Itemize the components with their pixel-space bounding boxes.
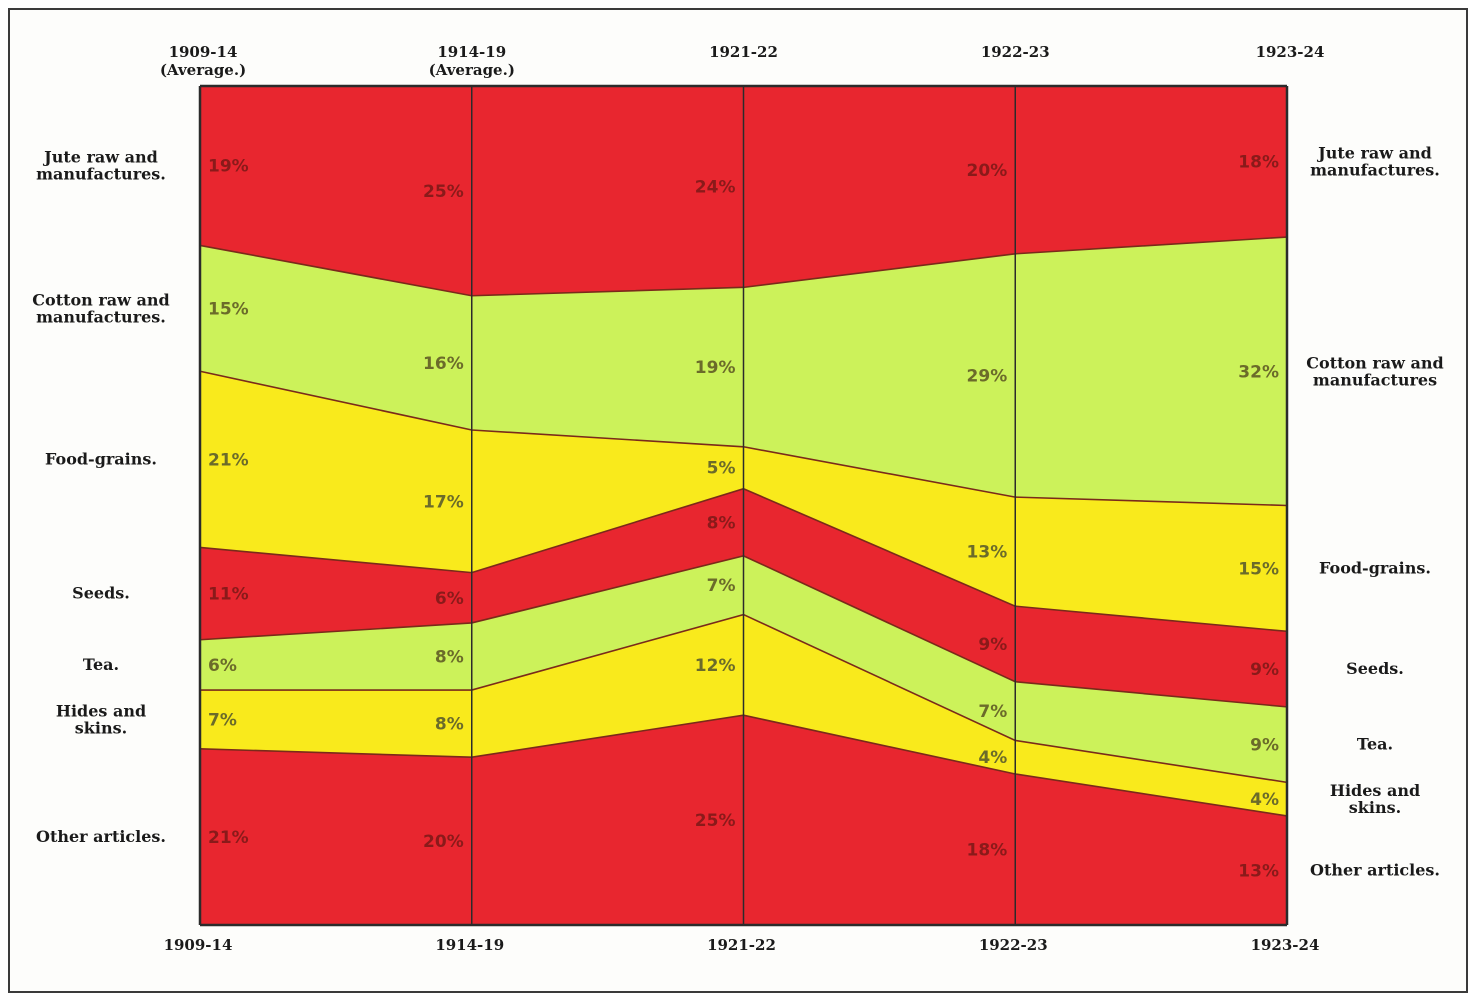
value-label: 16% bbox=[423, 354, 464, 374]
left-category-label: manufactures. bbox=[36, 307, 166, 326]
value-label: 20% bbox=[967, 161, 1008, 181]
value-label: 11% bbox=[208, 585, 249, 605]
value-label: 13% bbox=[967, 543, 1008, 563]
right-category-label: Tea. bbox=[1357, 735, 1393, 754]
value-label: 15% bbox=[1238, 559, 1279, 579]
value-label: 8% bbox=[435, 715, 464, 735]
left-category-label: Jute raw and bbox=[42, 148, 158, 167]
top-year-label: 1914-19 bbox=[437, 43, 506, 61]
top-year-label: 1921-22 bbox=[709, 43, 778, 61]
value-label: 15% bbox=[208, 299, 249, 319]
bottom-year-label: 1914-19 bbox=[435, 936, 504, 954]
top-year-label: 1923-24 bbox=[1256, 43, 1325, 61]
bottom-year-label: 1921-22 bbox=[707, 936, 776, 954]
value-labels: 19% 25% 24% 20% 18% 15% 16% 19% 29% 32% 21% 17% 5% 13… bbox=[208, 153, 1279, 882]
right-category-label: Jute raw and bbox=[1316, 144, 1432, 163]
value-label: 19% bbox=[208, 157, 249, 177]
value-label: 21% bbox=[208, 828, 249, 848]
value-label: 7% bbox=[707, 576, 736, 596]
value-label: 12% bbox=[695, 656, 736, 676]
left-category-label: Cotton raw and bbox=[32, 290, 169, 309]
bottom-year-labels: 1909-14 1914-19 1921-22 1922-23 1923-24 bbox=[164, 936, 1320, 954]
top-year-label: (Average.) bbox=[160, 61, 246, 79]
top-year-label: 1922-23 bbox=[981, 43, 1050, 61]
year-gridlines bbox=[198, 86, 1289, 925]
left-category-label: Other articles. bbox=[36, 827, 166, 846]
value-label: 32% bbox=[1238, 362, 1279, 382]
right-category-label: Seeds. bbox=[1346, 659, 1404, 678]
right-category-label: Hides and bbox=[1330, 781, 1420, 800]
value-label: 25% bbox=[695, 811, 736, 831]
value-label: 24% bbox=[695, 178, 736, 198]
value-label: 8% bbox=[435, 648, 464, 668]
value-label: 21% bbox=[208, 450, 249, 470]
right-category-label: manufactures. bbox=[1310, 161, 1440, 180]
value-label: 17% bbox=[423, 492, 464, 512]
bottom-year-label: 1922-23 bbox=[979, 936, 1048, 954]
top-year-label: (Average.) bbox=[429, 61, 515, 79]
left-category-label: Hides and bbox=[56, 701, 146, 720]
value-label: 18% bbox=[967, 840, 1008, 860]
value-label: 5% bbox=[707, 459, 736, 479]
value-label: 7% bbox=[208, 710, 237, 730]
value-label: 7% bbox=[978, 702, 1007, 722]
bottom-year-label: 1909-14 bbox=[164, 936, 233, 954]
left-category-label: manufactures. bbox=[36, 165, 166, 184]
top-year-labels: 1909-14(Average.)1914-19(Average.)1921-2… bbox=[160, 43, 1325, 79]
value-label: 18% bbox=[1238, 153, 1279, 173]
left-category-label: skins. bbox=[75, 718, 127, 737]
value-label: 29% bbox=[967, 366, 1008, 386]
value-label: 4% bbox=[978, 748, 1007, 768]
right-category-label: Cotton raw and bbox=[1306, 353, 1443, 372]
value-label: 19% bbox=[695, 358, 736, 378]
value-label: 6% bbox=[208, 656, 237, 676]
right-category-label: manufactures bbox=[1313, 370, 1437, 389]
right-category-label: Other articles. bbox=[1310, 860, 1440, 879]
value-label: 9% bbox=[978, 635, 1007, 655]
top-year-label: 1909-14 bbox=[169, 43, 238, 61]
value-label: 20% bbox=[423, 832, 464, 852]
value-label: 8% bbox=[707, 513, 736, 533]
bottom-year-label: 1923-24 bbox=[1251, 936, 1320, 954]
value-label: 6% bbox=[435, 589, 464, 609]
left-category-label: Seeds. bbox=[72, 584, 130, 603]
right-category-label: skins. bbox=[1349, 798, 1401, 817]
value-label: 25% bbox=[423, 182, 464, 202]
left-category-label: Food-grains. bbox=[45, 449, 157, 468]
value-label: 9% bbox=[1250, 660, 1279, 680]
left-category-label: Tea. bbox=[83, 655, 119, 674]
right-category-label: Food-grains. bbox=[1319, 558, 1431, 577]
value-label: 13% bbox=[1238, 861, 1279, 881]
value-label: 4% bbox=[1250, 790, 1279, 810]
value-label: 9% bbox=[1250, 736, 1279, 756]
